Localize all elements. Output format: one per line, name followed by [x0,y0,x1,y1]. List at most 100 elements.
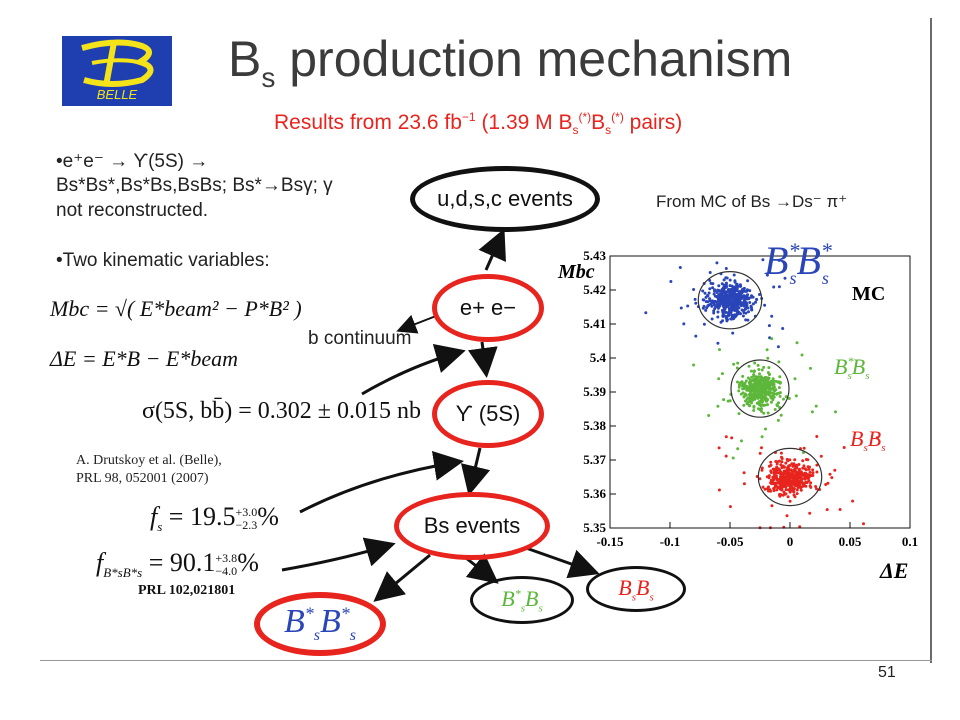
results-subtitle: Results from 23.6 fb−1 (1.39 M Bs(*)Bs(*… [274,110,682,137]
scatter-point [706,294,710,298]
scatter-point [807,479,811,483]
scatter-point [774,379,778,383]
title-sub: s [261,62,276,93]
scatter-point [754,383,758,387]
scatter-point [758,477,762,481]
scatter-point [716,310,720,314]
scatter-point [746,376,750,380]
scatter-point [712,309,716,313]
scatter-point [716,315,720,319]
scatter-point [742,471,746,475]
scatter-point [824,483,828,486]
scatter-point [775,481,779,485]
scatter-point [765,348,769,352]
scatter-point [777,401,780,405]
scatter-point [743,307,747,311]
scatter-point [722,313,726,317]
series-label-bsstar-bsstar: B* sB* s [764,238,832,288]
slide-bottom-rule [40,660,932,661]
scatter-point [806,458,810,462]
fbb-down: −4.0 [215,564,238,579]
scatter-point [768,391,771,395]
scatter-point [769,460,773,464]
scatter-point [770,337,774,341]
scatter-point [744,318,748,322]
fs-up: +3.0 [235,505,258,520]
scatter-point [789,468,793,472]
scatter-point [742,403,746,407]
scatter-point [732,273,736,277]
bullet-1-line-2: Bs*Bs*,Bs*Bs,BsBs; Bs*→Bsγ; γ [56,175,333,196]
scatter-point [731,300,735,304]
scatter-point [808,484,812,488]
x-tick-label: 0 [787,534,794,549]
udsc-events-label: u,d,s,c events [437,186,573,211]
bullet-2: •Two kinematic variables: [56,250,270,271]
scatter-point [779,481,783,485]
scatter-point [793,483,797,487]
scatter-point [737,389,741,393]
reference-1-line-2: PRL 98, 052001 (2007) [76,471,209,486]
scatter-point [708,279,712,282]
scatter-point [795,488,799,492]
scatter-point [774,484,778,488]
scatter-point [743,394,747,398]
scatter-point [707,414,711,417]
b-continuum-label: b continuum [308,328,412,349]
arrow-ee-to-continuum [396,314,437,334]
scatter-point [742,288,745,292]
scatter-point [778,391,782,395]
mbc-equation: Mbc = √( E*beam² − P*B² ) [50,296,302,321]
scatter-point [811,468,815,472]
scatter-point [787,397,791,400]
scatter-point [833,468,837,472]
scatter-point [718,348,721,352]
scatter-point [725,314,729,318]
scatter-point [825,508,829,512]
scatter-point [752,388,756,392]
x-tick-label: 0.1 [902,534,918,549]
scatter-point [767,476,771,480]
scatter-point [779,413,783,417]
scatter-point [790,462,794,466]
scatter-point [769,489,773,493]
fit-ellipse-red [757,447,823,507]
upsilon-5s-label: ϒ (5S) [455,401,521,426]
scatter-point [764,427,767,431]
scatter-point [801,484,805,488]
fs-unit: % [257,502,279,531]
scatter-point [748,301,752,304]
title-main: B [228,31,262,87]
scatter-point [785,473,789,477]
scatter-point [779,470,783,474]
scatter-point [807,467,811,471]
scatter-point [773,408,777,411]
scatter-point [692,288,696,291]
scatter-point [733,303,737,306]
scatter-point [702,322,706,326]
scatter-point [769,469,773,473]
axis-ticks: -0.15 -0.1 -0.05 0 0.05 0.1 5.43 5.42 5.41 5.4 5.3… [583,248,918,549]
scatter-point [807,474,811,478]
bsstar-bsstar-node: B*sB*s [254,592,386,656]
scatter-point [702,298,706,302]
scatter-point [792,490,796,494]
scatter-point [802,464,806,468]
fs-equation: fs = 19.5 +3.0 −2.3% [150,502,279,535]
fs-down: −2.3 [235,518,258,533]
scatter-point [776,404,779,408]
bs-bs-node: BsBs [586,566,686,612]
scatter-point [808,465,811,469]
series-label-bsstar-bs: B* sBs [834,354,869,382]
scatter-point [732,317,735,321]
scatter-point [761,258,765,262]
scatter-point [815,435,819,438]
scatter-point [686,304,690,308]
scatter-point [750,401,753,405]
scatter-point [739,302,743,306]
scatter-point [728,505,732,509]
y-tick-label: 5.41 [583,316,606,331]
scatter-point [721,291,724,295]
scatter-point [744,379,748,383]
subtitle-c: B [591,111,606,134]
